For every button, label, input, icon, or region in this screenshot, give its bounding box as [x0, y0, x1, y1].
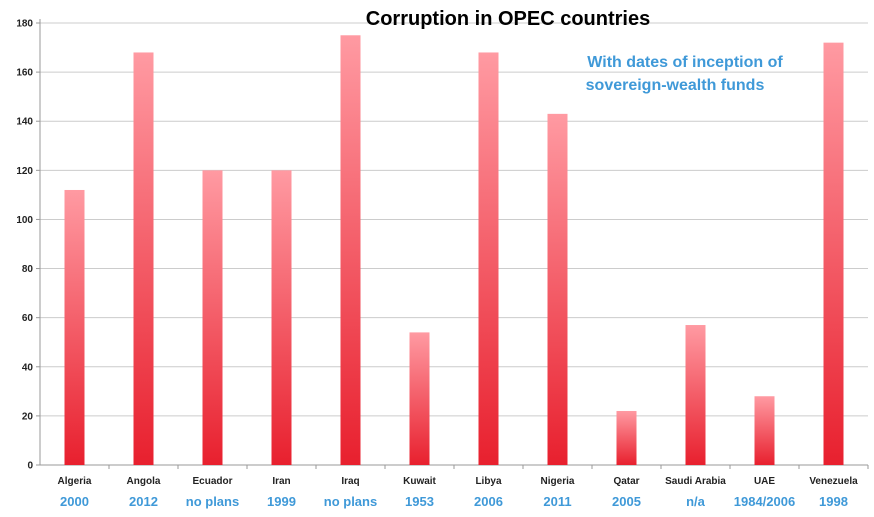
fund-inception-label: 2005	[612, 494, 641, 509]
y-tick-label: 20	[22, 411, 34, 422]
bar-iraq	[340, 35, 361, 466]
bar-kuwait	[409, 332, 430, 465]
x-tick-label: Kuwait	[403, 476, 436, 487]
fund-inception-label: 2011	[543, 494, 571, 509]
fund-inception-label: no plans	[186, 494, 239, 509]
y-tick-label: 0	[27, 461, 33, 472]
fund-inception-label: 1984/2006	[734, 494, 795, 509]
bar-angola	[133, 52, 154, 465]
x-tick-label: Nigeria	[541, 476, 575, 487]
x-tick-label: UAE	[754, 476, 775, 487]
fund-inception-label: 2000	[60, 494, 89, 509]
labels: 0 20 40 60 80 100 120 140 160 180 Algeria 2000 Angol…	[16, 19, 858, 510]
x-tick-label: Qatar	[613, 476, 639, 487]
bar-venezuela	[823, 42, 844, 466]
bar-qatar	[616, 410, 637, 465]
bar-iran	[271, 170, 292, 466]
gridlines	[40, 22, 868, 417]
y-tick-label: 160	[16, 68, 33, 79]
x-tick-label: Venezuela	[809, 476, 858, 487]
x-tick-label: Ecuador	[192, 476, 232, 487]
bar-saudi-arabia	[685, 325, 706, 465]
y-tick-label: 40	[22, 362, 34, 373]
x-tick-label: Saudi Arabia	[665, 476, 726, 487]
fund-inception-label: n/a	[686, 494, 706, 509]
chart-title: Corruption in OPEC countries	[366, 8, 650, 30]
y-tick-label: 60	[22, 313, 34, 324]
y-tick-label: 120	[16, 166, 33, 177]
fund-inception-label: 1953	[405, 494, 434, 509]
fund-inception-label: 2006	[474, 494, 503, 509]
fund-inception-label: no plans	[324, 494, 377, 509]
x-tick-label: Iraq	[341, 476, 359, 487]
bar-algeria	[64, 189, 85, 465]
fund-inception-label: 2012	[129, 494, 158, 509]
bars	[64, 35, 844, 466]
fund-inception-label: 1999	[267, 494, 296, 509]
axes	[36, 19, 869, 469]
annotation-line-2: sovereign-wealth funds	[586, 77, 765, 94]
x-tick-label: Libya	[475, 476, 502, 487]
bar-ecuador	[202, 170, 223, 466]
bar-libya	[478, 52, 499, 465]
bar-nigeria	[547, 113, 568, 465]
y-tick-label: 180	[16, 19, 33, 30]
x-tick-label: Angola	[127, 476, 161, 487]
x-tick-label: Algeria	[58, 476, 92, 487]
y-tick-label: 140	[16, 117, 33, 128]
x-tick-label: Iran	[272, 476, 290, 487]
bar-uae	[754, 396, 775, 465]
annotation-line-1: With dates of inception of	[587, 54, 783, 71]
y-tick-label: 80	[22, 264, 34, 275]
fund-inception-label: 1998	[819, 494, 848, 509]
y-tick-label: 100	[16, 215, 33, 226]
